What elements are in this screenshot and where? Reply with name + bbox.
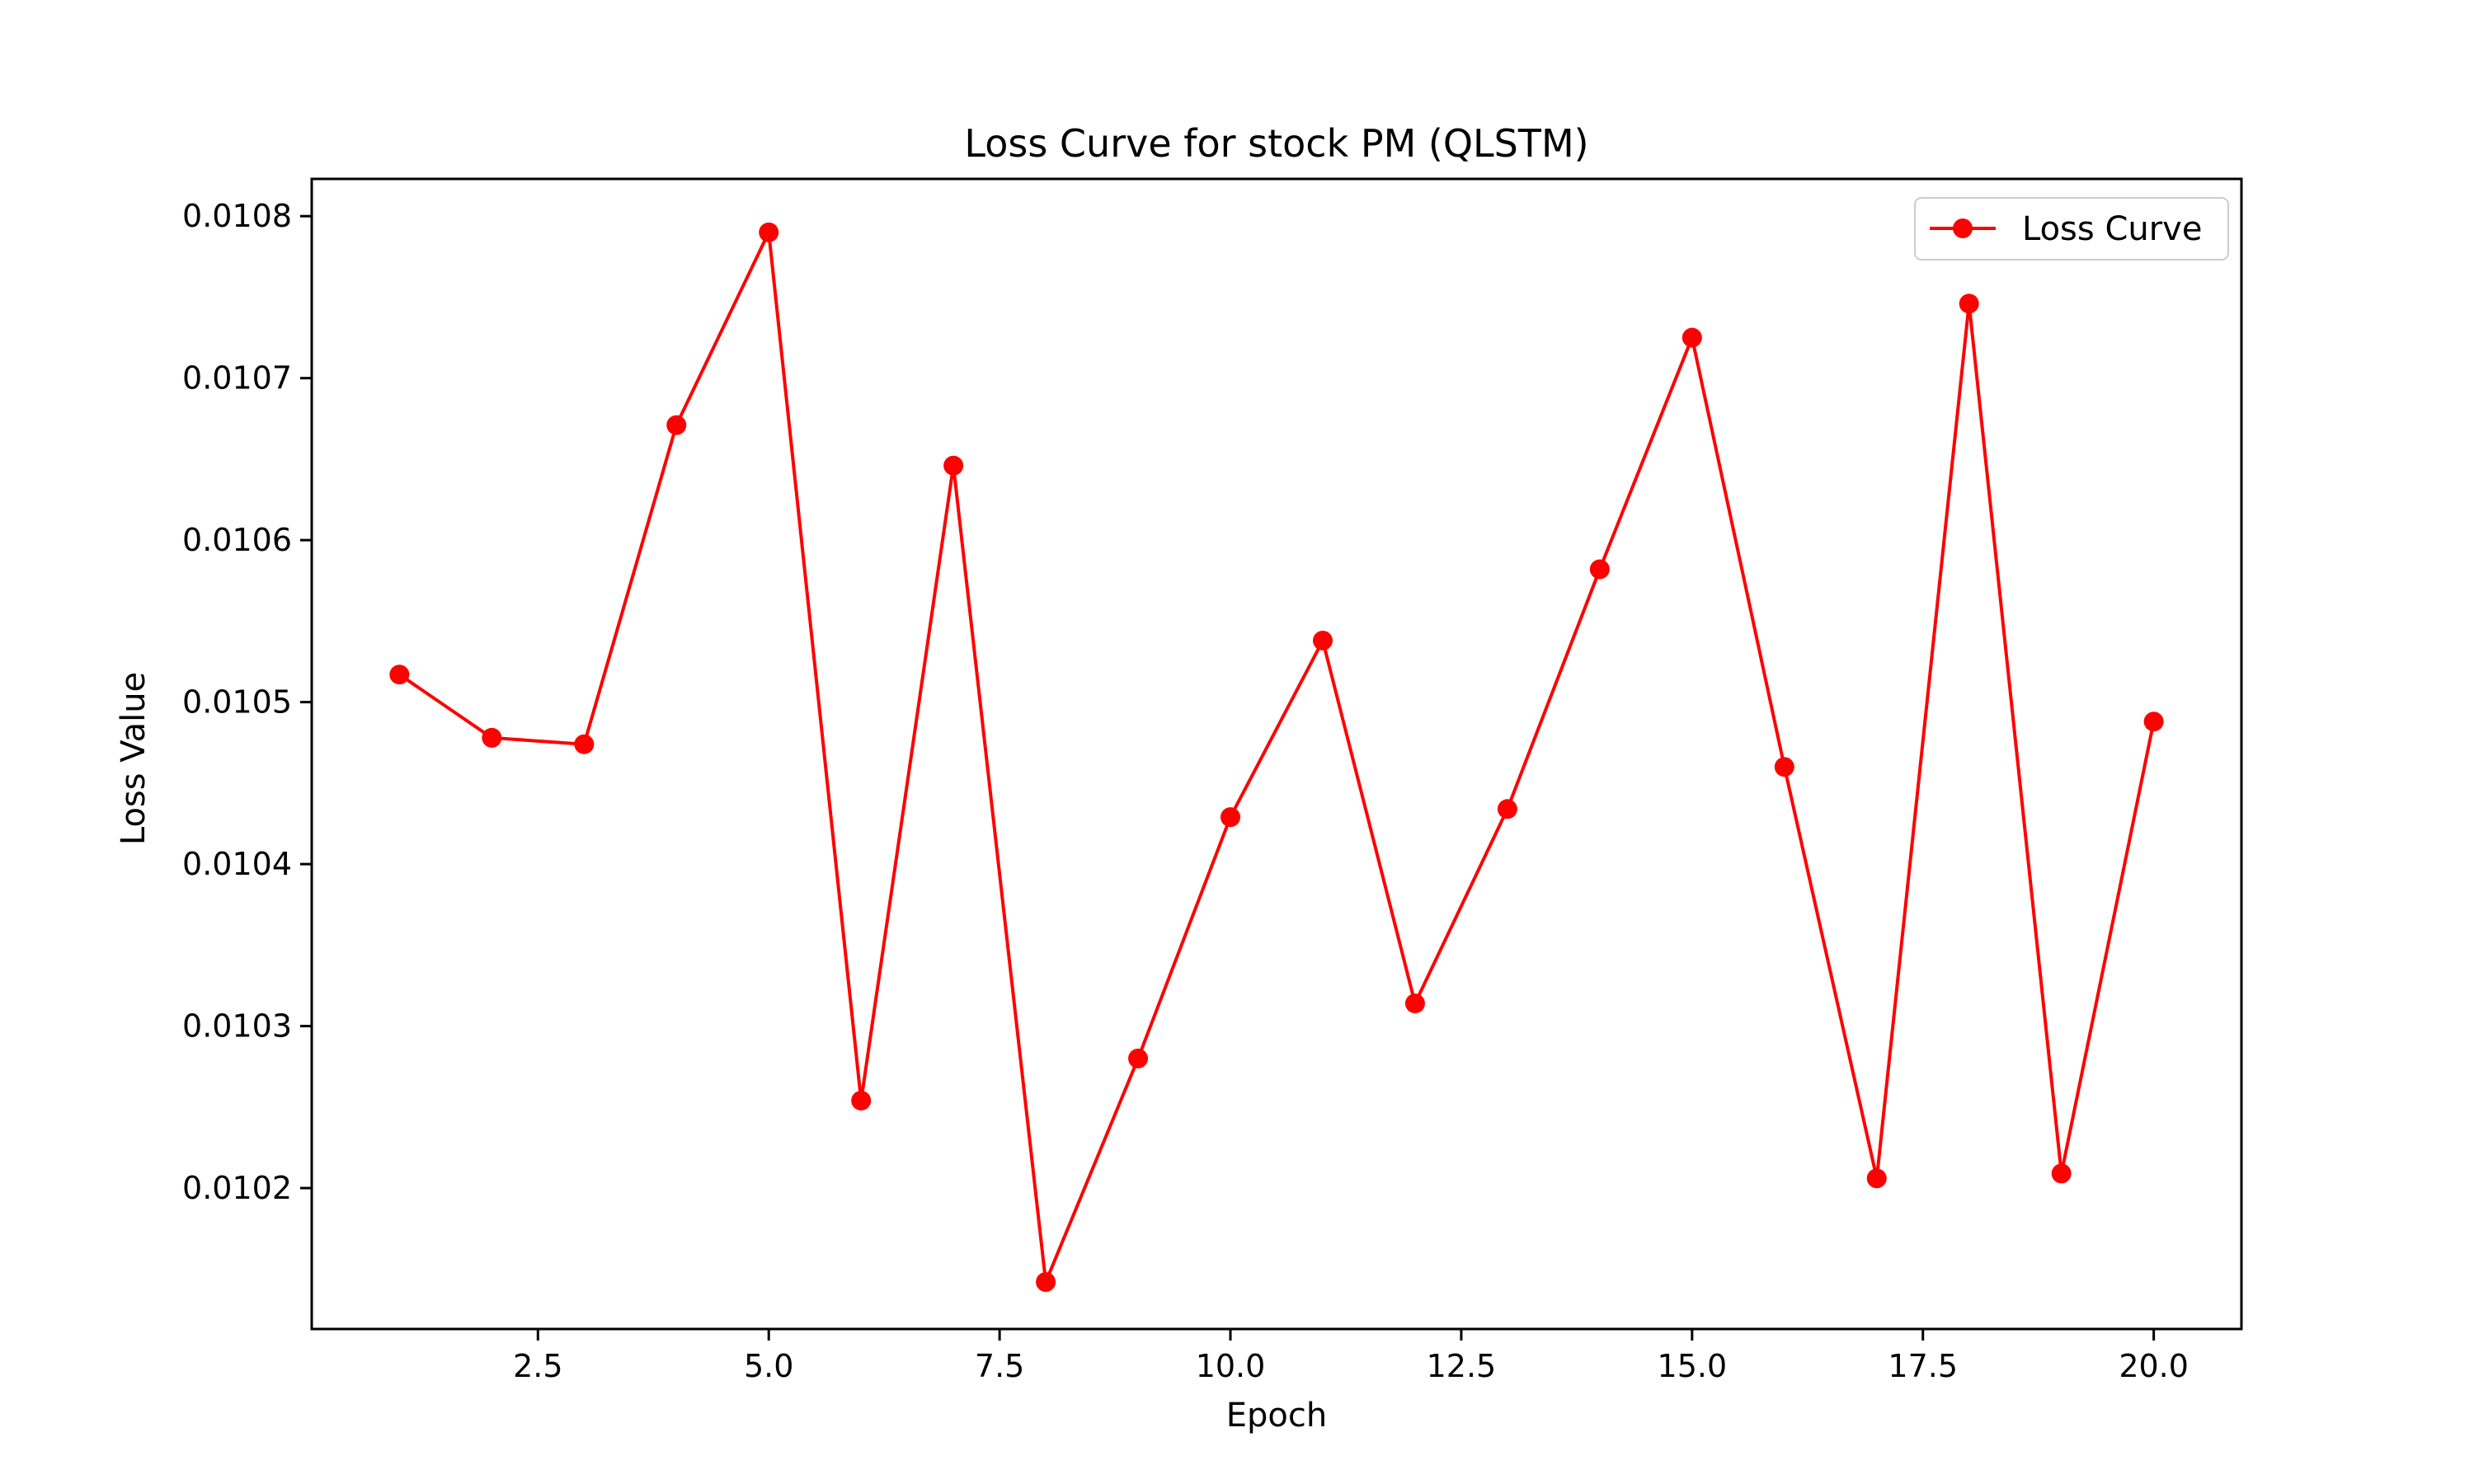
data-point	[851, 1090, 872, 1111]
chart-title: Loss Curve for stock PM (QLSTM)	[964, 121, 1588, 166]
x-tick-label: 20.0	[2119, 1348, 2189, 1384]
data-point	[1866, 1168, 1887, 1189]
legend-marker	[1953, 218, 1973, 238]
plot-frame	[310, 177, 2243, 1331]
data-point	[1128, 1048, 1149, 1068]
legend-label: Loss Curve	[2022, 210, 2202, 248]
legend: Loss Curve	[1914, 197, 2229, 261]
data-point	[2143, 711, 2164, 732]
data-point	[666, 415, 687, 435]
y-tick-label: 0.0104	[182, 846, 292, 882]
y-tick-label: 0.0106	[182, 522, 292, 558]
data-point	[1404, 993, 1425, 1014]
x-axis-title: Epoch	[1226, 1397, 1327, 1435]
x-tick-label: 12.5	[1427, 1348, 1497, 1384]
x-tick-label: 5.0	[744, 1348, 793, 1384]
y-tick-label: 0.0105	[182, 684, 292, 721]
y-axis: 0.0102 0.0103 0.0104 0.0105 0.0106 0.0107 0.01…	[182, 198, 312, 1206]
x-axis: 2.5 5.0 7.5 10.0 12.5 15.0 17.5 20.0	[513, 1329, 2189, 1384]
data-point	[1497, 799, 1517, 819]
data-point	[2051, 1163, 2072, 1184]
y-axis-title: Loss Value	[115, 672, 153, 845]
data-point	[482, 727, 502, 748]
data-point	[1959, 294, 1979, 314]
plot-area	[310, 177, 2243, 1331]
data-point	[1036, 1272, 1056, 1293]
data-point	[943, 455, 964, 476]
data-point	[1589, 559, 1610, 580]
series-line	[398, 230, 2156, 1284]
data-point	[389, 665, 410, 685]
x-tick-label: 17.5	[1888, 1348, 1958, 1384]
series-layer	[389, 222, 2164, 1293]
x-tick-label: 10.0	[1196, 1348, 1266, 1384]
data-point	[1221, 807, 1241, 828]
y-tick-label: 0.0108	[182, 198, 292, 234]
data-point	[759, 222, 779, 242]
data-point	[1681, 327, 1702, 348]
legend-box	[1914, 197, 2229, 261]
data-point	[1312, 630, 1333, 650]
data-point	[1774, 757, 1794, 777]
y-tick-label: 0.0103	[182, 1008, 292, 1045]
data-point	[574, 734, 595, 754]
x-tick-label: 15.0	[1658, 1348, 1728, 1384]
x-tick-label: 2.5	[513, 1348, 562, 1384]
y-tick-label: 0.0107	[182, 360, 292, 397]
x-tick-label: 7.5	[975, 1348, 1024, 1384]
y-tick-label: 0.0102	[182, 1170, 292, 1206]
